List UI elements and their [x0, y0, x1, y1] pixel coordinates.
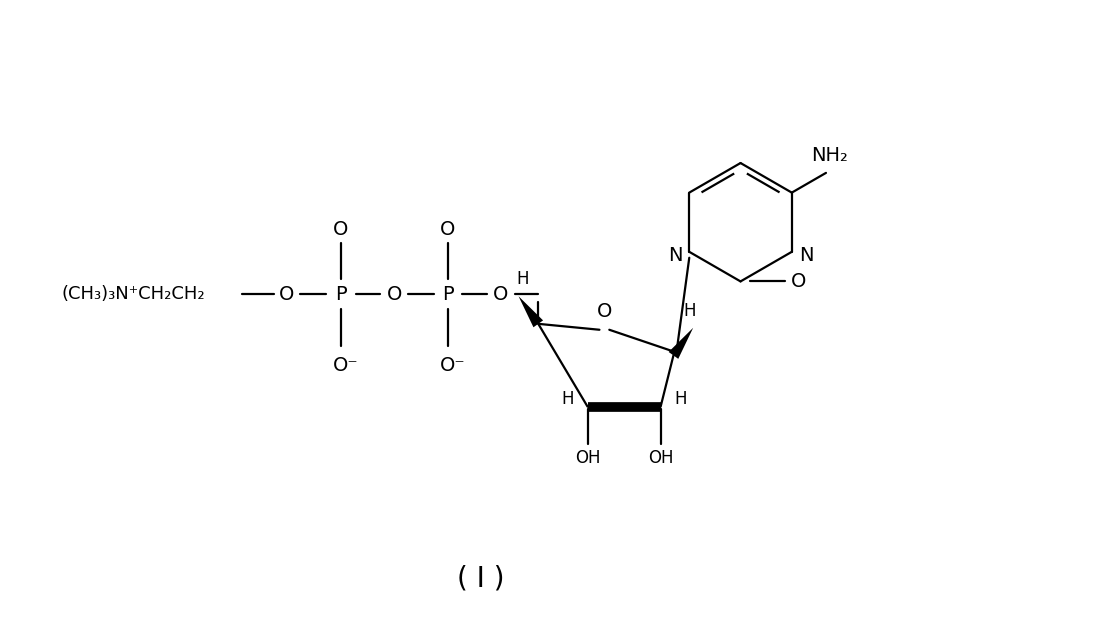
Text: N: N — [800, 246, 814, 265]
Text: P: P — [441, 285, 454, 304]
Text: P: P — [335, 285, 346, 304]
Text: O: O — [386, 285, 402, 304]
Polygon shape — [669, 328, 694, 359]
Text: (CH₃)₃N⁺CH₂CH₂: (CH₃)₃N⁺CH₂CH₂ — [61, 285, 206, 303]
Text: OH: OH — [648, 449, 674, 467]
Text: H: H — [562, 390, 574, 408]
Text: NH₂: NH₂ — [811, 145, 849, 165]
Text: ( I ): ( I ) — [457, 564, 505, 592]
Text: H: H — [516, 270, 528, 288]
Text: O⁻: O⁻ — [440, 356, 466, 375]
Text: O: O — [596, 301, 612, 321]
Text: O: O — [333, 220, 349, 238]
Text: H: H — [674, 390, 687, 408]
Text: O: O — [279, 285, 295, 304]
Text: O: O — [791, 272, 806, 291]
Text: H: H — [682, 302, 696, 320]
Text: O: O — [493, 285, 508, 304]
Text: N: N — [668, 246, 682, 265]
Polygon shape — [518, 296, 543, 327]
Text: OH: OH — [575, 449, 600, 467]
Text: O: O — [440, 220, 456, 238]
Text: O⁻: O⁻ — [333, 356, 359, 375]
